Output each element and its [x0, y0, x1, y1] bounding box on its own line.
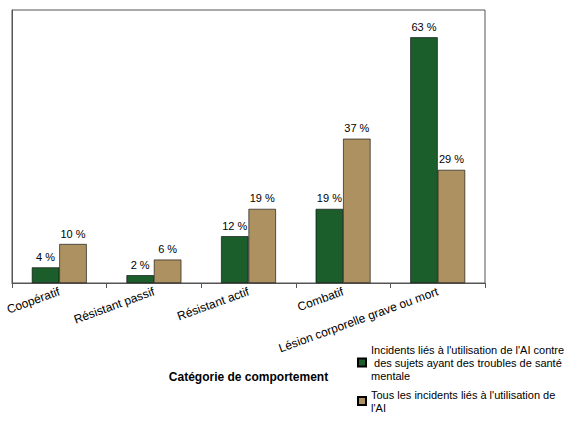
svg-text:Résistant passif: Résistant passif: [72, 284, 157, 326]
svg-text:19 %: 19 %: [317, 192, 342, 204]
svg-text:63 %: 63 %: [411, 21, 436, 33]
svg-text:12 %: 12 %: [222, 220, 247, 232]
svg-text:29 %: 29 %: [439, 153, 464, 165]
svg-text:Incidents liés à l'utilisation: Incidents liés à l'utilisation de l'AI c…: [371, 344, 564, 356]
svg-text:4 %: 4 %: [36, 251, 55, 263]
svg-text:6 %: 6 %: [158, 243, 177, 255]
svg-text:37 %: 37 %: [344, 122, 369, 134]
svg-text:Résistant actif: Résistant actif: [175, 284, 251, 323]
svg-text:19 %: 19 %: [250, 192, 275, 204]
svg-text:mentale: mentale: [371, 370, 410, 382]
svg-text:Catégorie de comportement: Catégorie de comportement: [169, 370, 328, 384]
svg-text:des sujets ayant des troubles: des sujets ayant des troubles de santé: [371, 357, 565, 369]
svg-text:10 %: 10 %: [60, 228, 85, 240]
svg-text:Tous les incidents liés à l'ut: Tous les incidents liés à l'utilisation …: [371, 389, 558, 401]
svg-text:2 %: 2 %: [131, 259, 150, 271]
svg-text:Lésion corporelle grave ou mor: Lésion corporelle grave ou mort: [276, 284, 441, 356]
svg-text:Coopératif: Coopératif: [5, 284, 62, 316]
svg-text:l'AI: l'AI: [371, 402, 386, 414]
svg-text:Combatif: Combatif: [296, 284, 347, 314]
